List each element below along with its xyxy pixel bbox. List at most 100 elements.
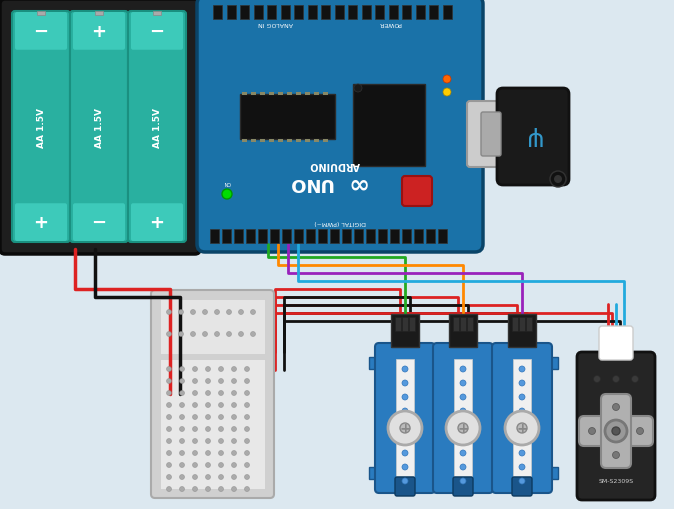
FancyBboxPatch shape [15, 204, 67, 242]
Circle shape [179, 310, 183, 315]
Circle shape [218, 367, 224, 372]
Text: AA 1.5V: AA 1.5V [94, 107, 104, 147]
Circle shape [613, 451, 619, 459]
Circle shape [166, 415, 171, 420]
Bar [414, 230, 423, 243]
Circle shape [179, 439, 185, 444]
Bar [294, 230, 303, 243]
Circle shape [239, 332, 243, 337]
Circle shape [193, 439, 197, 444]
Bar [318, 230, 327, 243]
FancyBboxPatch shape [395, 477, 415, 496]
Circle shape [218, 403, 224, 408]
Circle shape [179, 391, 185, 395]
Circle shape [179, 367, 185, 372]
Bar [438, 230, 447, 243]
Bar [427, 467, 499, 479]
Bar [160, 299, 265, 354]
FancyBboxPatch shape [433, 344, 493, 493]
Circle shape [166, 439, 171, 444]
Bar [258, 230, 267, 243]
Circle shape [519, 366, 525, 372]
Bar [240, 95, 335, 140]
Circle shape [166, 367, 171, 372]
Text: +: + [399, 421, 411, 435]
Text: −: − [150, 23, 164, 41]
Bar [467, 318, 473, 331]
FancyBboxPatch shape [70, 12, 128, 242]
Circle shape [206, 427, 210, 432]
Circle shape [214, 310, 220, 315]
Circle shape [166, 450, 171, 456]
FancyBboxPatch shape [73, 13, 125, 51]
Circle shape [519, 450, 525, 456]
Circle shape [402, 422, 408, 428]
Circle shape [179, 474, 185, 479]
Bar [388, 6, 398, 20]
Text: SM-S2309S: SM-S2309S [599, 478, 634, 484]
FancyBboxPatch shape [375, 344, 435, 493]
Circle shape [218, 391, 224, 395]
Text: ON: ON [223, 180, 231, 185]
Circle shape [245, 391, 249, 395]
Circle shape [460, 422, 466, 428]
Circle shape [206, 439, 210, 444]
FancyBboxPatch shape [492, 344, 552, 493]
Text: −: − [34, 23, 49, 41]
Circle shape [554, 176, 562, 184]
Bar [348, 6, 357, 20]
Bar [366, 230, 375, 243]
Circle shape [193, 463, 197, 468]
FancyBboxPatch shape [73, 204, 125, 242]
Circle shape [206, 379, 210, 384]
Bar [296, 140, 301, 143]
Circle shape [505, 411, 539, 445]
Circle shape [166, 463, 171, 468]
Text: ANALOG IN: ANALOG IN [257, 20, 293, 25]
Bar [307, 6, 317, 20]
Circle shape [550, 172, 566, 188]
Circle shape [166, 379, 171, 384]
Circle shape [245, 415, 249, 420]
Circle shape [166, 310, 171, 315]
Circle shape [218, 439, 224, 444]
Circle shape [166, 427, 171, 432]
Bar [282, 230, 291, 243]
Circle shape [231, 367, 237, 372]
Circle shape [193, 450, 197, 456]
Bar [354, 230, 363, 243]
Circle shape [605, 420, 627, 442]
Circle shape [402, 380, 408, 386]
Circle shape [231, 391, 237, 395]
Circle shape [226, 310, 231, 315]
Bar [251, 93, 256, 96]
Circle shape [402, 408, 408, 414]
Circle shape [202, 310, 208, 315]
Circle shape [193, 487, 197, 492]
Bar [321, 6, 330, 20]
Bar [443, 6, 452, 20]
Circle shape [218, 463, 224, 468]
Bar [512, 318, 518, 331]
Circle shape [245, 450, 249, 456]
Circle shape [239, 310, 243, 315]
Circle shape [245, 463, 249, 468]
Bar [378, 230, 387, 243]
Bar [390, 230, 399, 243]
Circle shape [251, 332, 255, 337]
Bar [426, 230, 435, 243]
Circle shape [179, 379, 185, 384]
Circle shape [206, 463, 210, 468]
Circle shape [613, 404, 619, 411]
Bar [486, 467, 558, 479]
Bar [260, 93, 265, 96]
Circle shape [354, 85, 362, 93]
Bar [391, 315, 419, 347]
FancyBboxPatch shape [497, 89, 569, 186]
Bar [37, 12, 45, 16]
Circle shape [191, 310, 195, 315]
Circle shape [179, 332, 183, 337]
Circle shape [519, 422, 525, 428]
Circle shape [206, 403, 210, 408]
Circle shape [193, 391, 197, 395]
